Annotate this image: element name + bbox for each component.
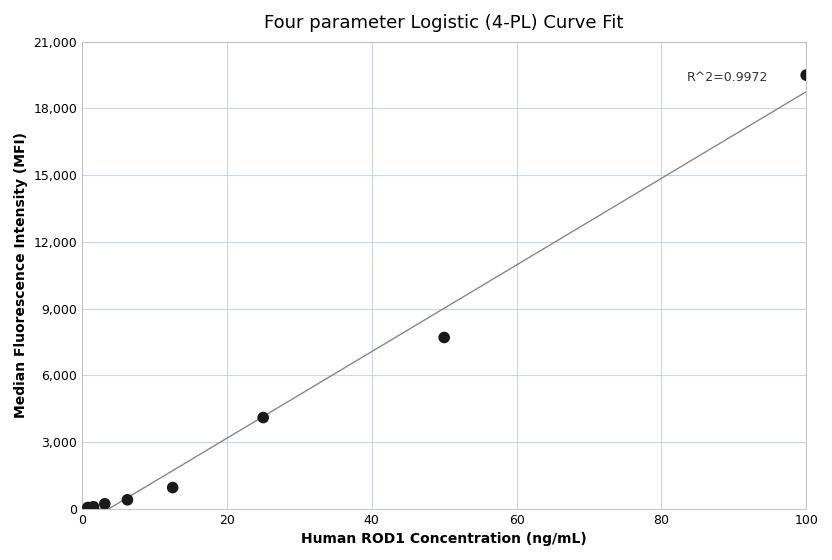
Point bbox=[438, 333, 451, 342]
Point bbox=[166, 483, 180, 492]
Point bbox=[98, 500, 111, 508]
Point bbox=[256, 413, 270, 422]
Point bbox=[87, 502, 100, 511]
Point bbox=[82, 503, 95, 512]
Point bbox=[121, 496, 134, 505]
Title: Four parameter Logistic (4-PL) Curve Fit: Four parameter Logistic (4-PL) Curve Fit bbox=[265, 14, 624, 32]
Y-axis label: Median Fluorescence Intensity (MFI): Median Fluorescence Intensity (MFI) bbox=[14, 132, 28, 418]
Point bbox=[800, 71, 813, 80]
X-axis label: Human ROD1 Concentration (ng/mL): Human ROD1 Concentration (ng/mL) bbox=[301, 532, 587, 546]
Text: R^2=0.9972: R^2=0.9972 bbox=[686, 72, 768, 85]
